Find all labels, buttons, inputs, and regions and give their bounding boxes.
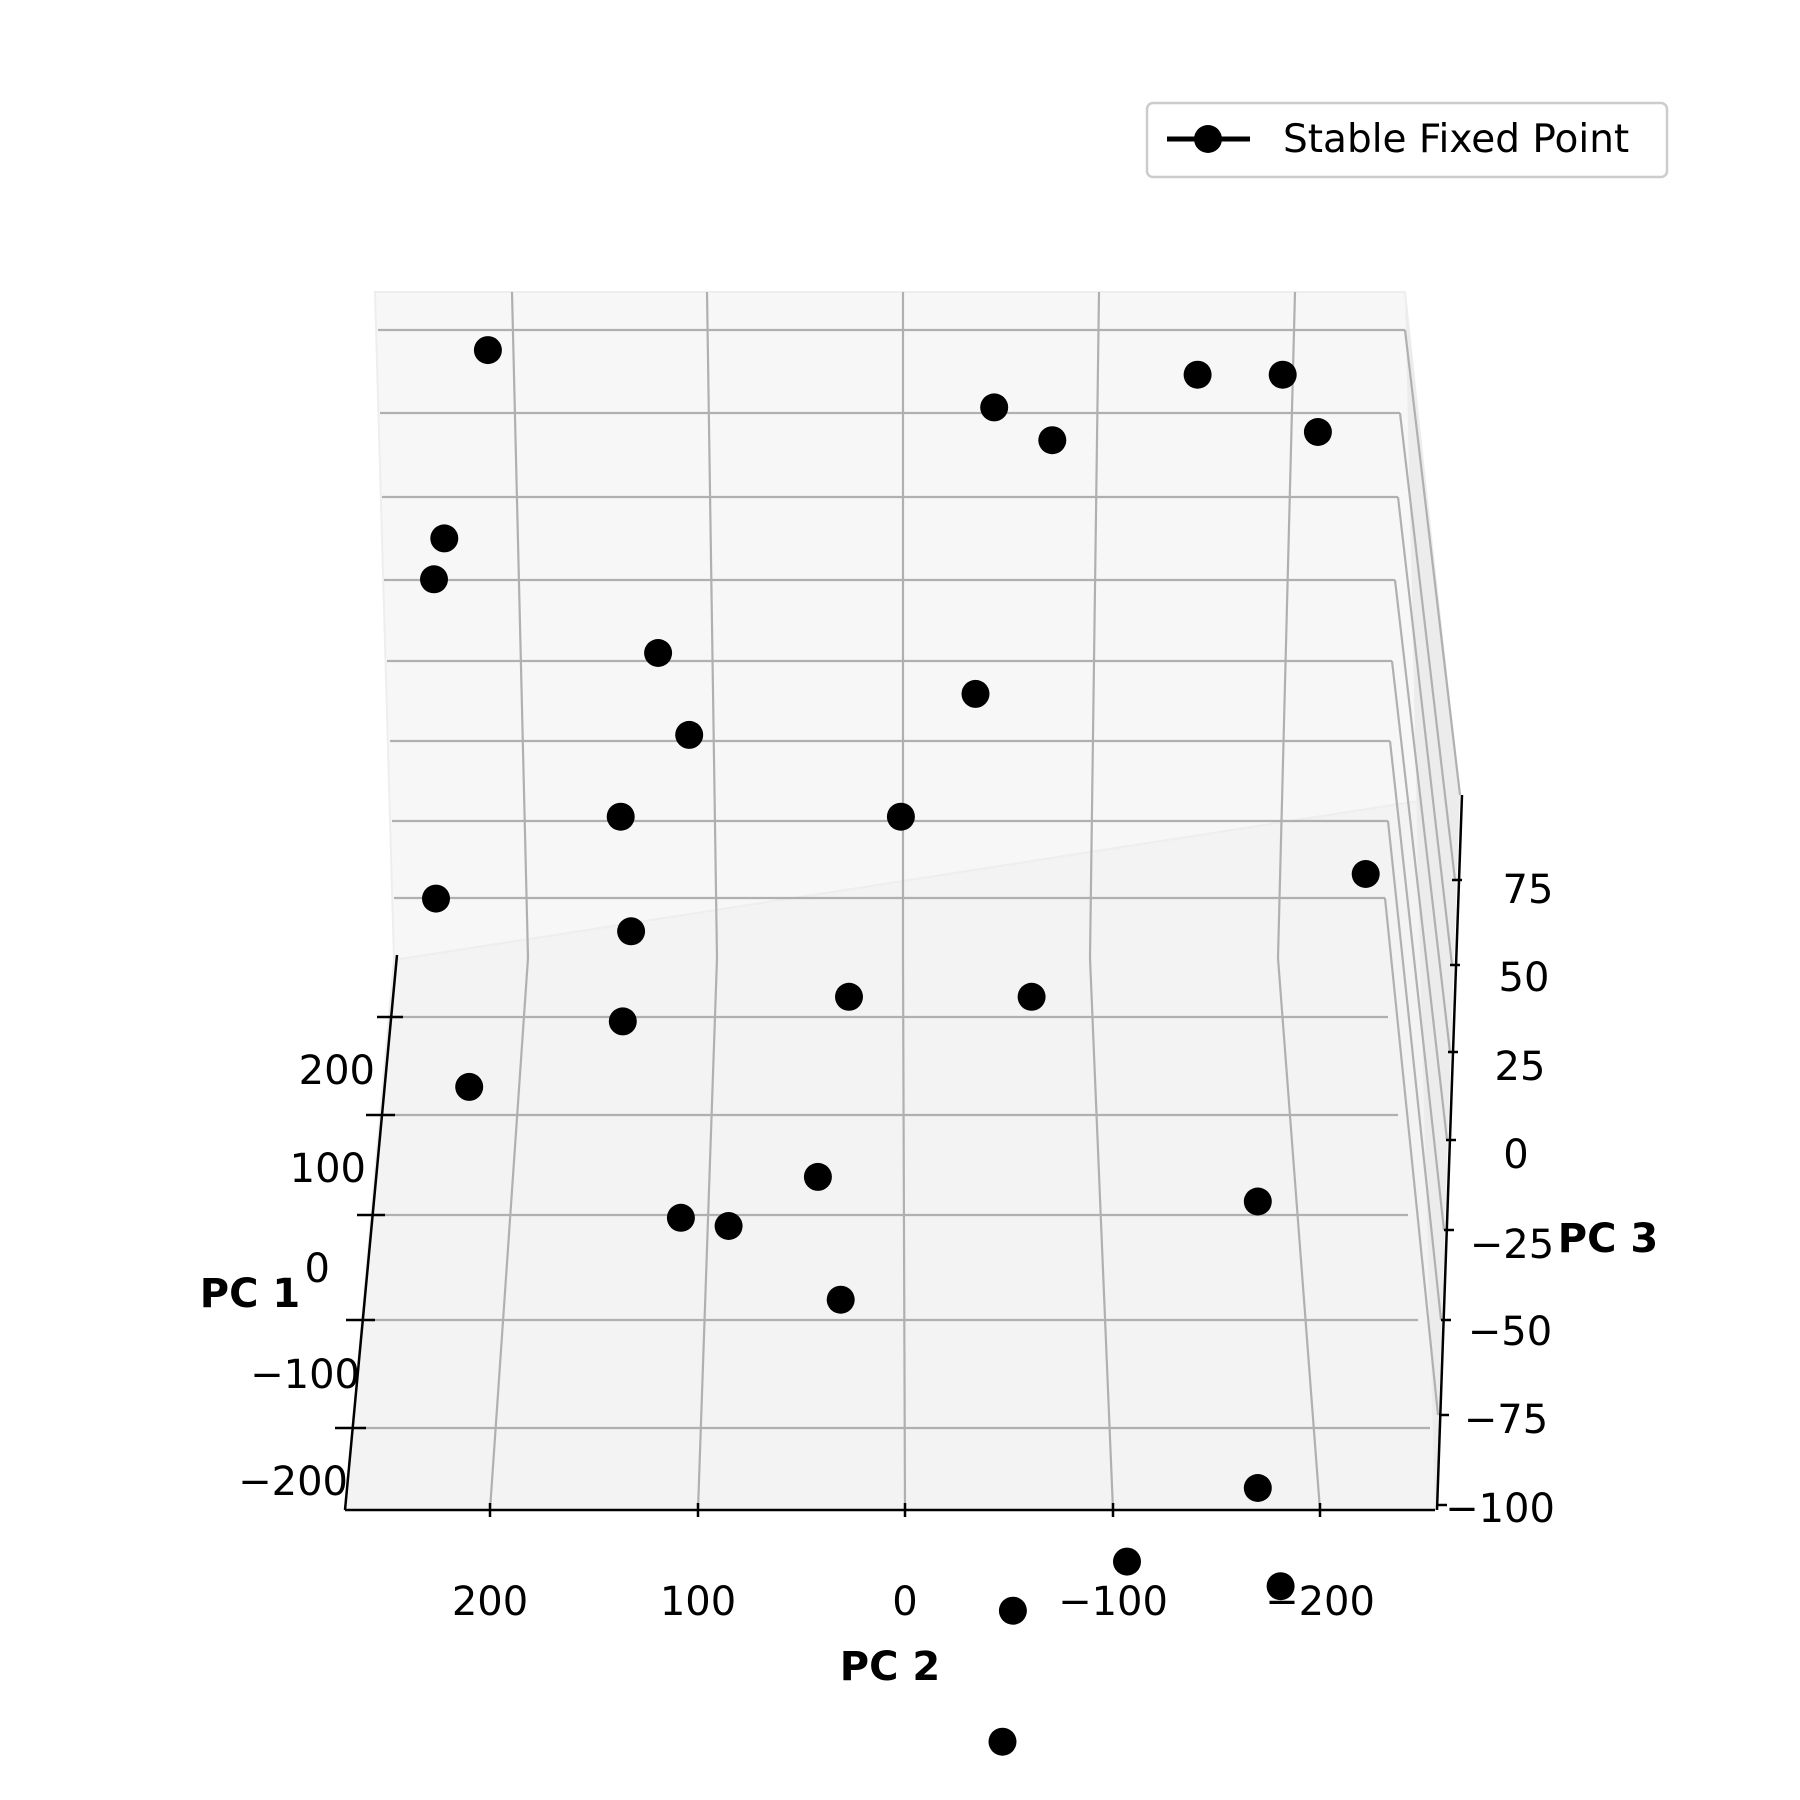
pc3-tick-label: −75 (1464, 1397, 1548, 1443)
pc1-axis-line (343, 954, 399, 1511)
data-point (961, 679, 990, 708)
data-point (1183, 360, 1212, 389)
data-point (826, 1285, 855, 1314)
pc3-tick-label: 0 (1503, 1132, 1528, 1178)
pc1-tick-label: 100 (290, 1146, 366, 1192)
data-point (675, 720, 704, 749)
pc2-tick-label: 0 (892, 1579, 917, 1625)
pc1-tick-label: −100 (250, 1352, 360, 1398)
data-point (1266, 1572, 1295, 1601)
pc3-tick-label: −25 (1470, 1222, 1554, 1268)
data-point (1268, 360, 1297, 389)
data-point (1243, 1187, 1272, 1216)
legend-marker-icon (1194, 125, 1222, 153)
data-point (886, 802, 915, 831)
pc3-tick-label: 25 (1495, 1044, 1546, 1090)
pc3-tick-labels: 75 50 25 0 −25 −50 −75 −100 (1445, 867, 1555, 1532)
data-point (1303, 418, 1332, 446)
pc3-axis-line (1435, 794, 1464, 1511)
data-point (420, 565, 448, 594)
data-point (803, 1162, 832, 1191)
data-point (473, 336, 502, 365)
data-point (422, 884, 450, 913)
data-point (998, 1596, 1027, 1625)
axis-lines (343, 794, 1464, 1512)
pc1-axis-title: PC 1 (200, 1271, 300, 1317)
data-point (1113, 1547, 1141, 1576)
pc3-tick-label: −100 (1445, 1486, 1555, 1532)
pc3-tick-label: 50 (1499, 955, 1550, 1001)
data-point (1017, 982, 1046, 1011)
pc2-tick-label: 200 (452, 1579, 528, 1625)
data-point (455, 1072, 484, 1101)
data-point (666, 1203, 695, 1232)
data-point (714, 1212, 743, 1240)
data-point (1038, 426, 1067, 455)
tick-marks (335, 878, 1462, 1517)
pc2-tick-labels: 200 100 0 −100 −200 (452, 1579, 1375, 1625)
data-point (1243, 1474, 1272, 1502)
pc1-tick-label: 0 (305, 1246, 330, 1292)
data-point (606, 802, 635, 831)
pc2-tick-label: 100 (660, 1579, 736, 1625)
data-point (1351, 860, 1380, 888)
legend: Stable Fixed Point (1145, 101, 1669, 179)
pc1-tick-label: 200 (299, 1048, 375, 1094)
data-point (988, 1727, 1017, 1756)
data-point (608, 1007, 637, 1036)
data-point (644, 639, 673, 667)
pc3-tick-label: 75 (1503, 867, 1554, 913)
pc2-axis-title: PC 2 (840, 1644, 940, 1690)
pc1-tick-labels: 200 100 0 −100 −200 (238, 1048, 375, 1505)
pc3-tick-label: −50 (1468, 1309, 1552, 1355)
legend-label: Stable Fixed Point (1283, 117, 1629, 162)
pc3-axis-title: PC 3 (1558, 1216, 1658, 1262)
data-point (430, 524, 459, 553)
data-point (835, 982, 863, 1011)
data-point (617, 917, 646, 946)
data-point (980, 393, 1009, 422)
pc1-tick-label: −200 (238, 1459, 348, 1505)
pc2-tick-label: −100 (1058, 1579, 1168, 1625)
data-points (420, 336, 1380, 1756)
legend-box (1145, 101, 1669, 179)
